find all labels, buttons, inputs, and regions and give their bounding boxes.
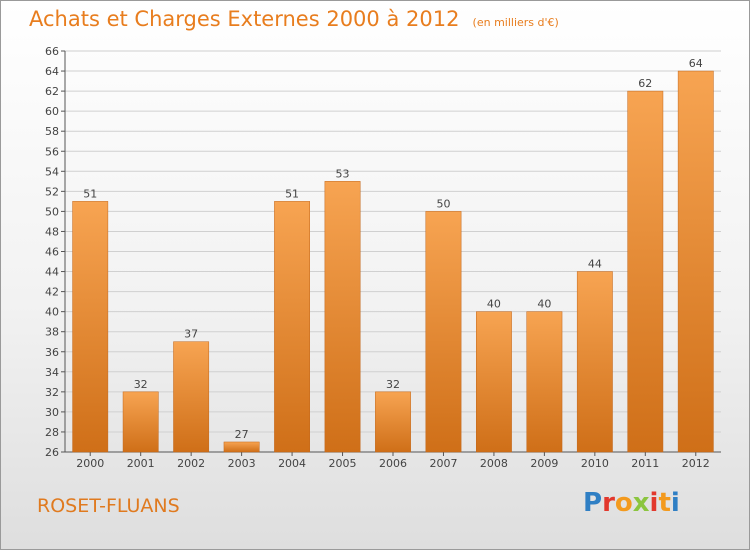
value-label-2004: 51 (285, 187, 299, 200)
labels: 26 28 30 32 34 36 38 40 42 44 46 48 50 52 54 56 58 60 62 64… (45, 45, 710, 470)
y-tick-label: 34 (45, 366, 59, 379)
y-tick-label: 28 (45, 426, 59, 439)
value-label-2003: 27 (235, 428, 249, 441)
value-label-2009: 40 (537, 298, 551, 311)
value-label-2006: 32 (386, 378, 400, 391)
bar-2005 (324, 181, 361, 453)
place-name: ROSET-FLUANS (37, 495, 180, 517)
y-tick-label: 66 (45, 45, 59, 58)
value-label-2007: 50 (436, 197, 450, 210)
bar-2010 (576, 271, 613, 453)
bar-2008 (476, 311, 512, 453)
x-tick-label-2011: 2011 (631, 457, 659, 470)
x-tick-label-2000: 2000 (76, 457, 104, 470)
value-label-2012: 64 (689, 57, 703, 70)
bar-2002 (173, 341, 210, 453)
y-tick-label: 40 (45, 306, 59, 319)
value-label-2001: 32 (134, 378, 148, 391)
value-label-2008: 40 (487, 298, 501, 311)
x-tick-label-2006: 2006 (379, 457, 407, 470)
chart-subtitle: (en milliers d'€) (472, 16, 559, 29)
bars (72, 70, 714, 453)
bar-2001 (122, 391, 159, 453)
y-tick-label: 26 (45, 446, 59, 459)
x-tick-label-2003: 2003 (228, 457, 256, 470)
x-tick-label-2004: 2004 (278, 457, 306, 470)
y-tick-label: 54 (45, 165, 59, 178)
chart-title: Achats et Charges Externes 2000 à 2012 (29, 7, 460, 31)
bar-2012 (677, 70, 714, 453)
y-tick-label: 36 (45, 346, 59, 359)
value-label-2005: 53 (336, 167, 350, 180)
proxiti-logo: Proxiti (583, 488, 680, 518)
bar-2007 (425, 211, 462, 453)
value-label-2010: 44 (588, 258, 602, 271)
value-label-2002: 37 (184, 328, 198, 341)
x-tick-label-2001: 2001 (127, 457, 155, 470)
x-tick-label-2008: 2008 (480, 457, 508, 470)
y-tick-label: 32 (45, 386, 59, 399)
x-tick-label-2002: 2002 (177, 457, 205, 470)
y-tick-label: 42 (45, 286, 59, 299)
y-tick-label: 64 (45, 65, 59, 78)
y-tick-label: 38 (45, 326, 59, 339)
bar-2011 (627, 90, 664, 453)
x-tick-label-2009: 2009 (530, 457, 558, 470)
y-tick-label: 58 (45, 125, 59, 138)
y-tick-label: 46 (45, 246, 59, 259)
bar-2009 (526, 311, 563, 453)
value-label-2011: 62 (638, 77, 652, 90)
value-label-2000: 51 (83, 187, 97, 200)
y-tick-label: 52 (45, 185, 59, 198)
y-tick-label: 60 (45, 105, 59, 118)
bar-2003 (223, 441, 260, 453)
x-tick-label-2012: 2012 (682, 457, 710, 470)
y-tick-label: 44 (45, 266, 59, 279)
chart-header: Achats et Charges Externes 2000 à 2012 (… (29, 7, 559, 31)
bar-2004 (274, 201, 310, 453)
x-tick-label-2005: 2005 (329, 457, 357, 470)
y-tick-label: 48 (45, 225, 59, 238)
bar-2000 (72, 201, 109, 453)
x-tick-label-2007: 2007 (429, 457, 457, 470)
y-tick-label: 56 (45, 145, 59, 158)
y-tick-label: 62 (45, 85, 59, 98)
y-tick-label: 30 (45, 406, 59, 419)
x-tick-label-2010: 2010 (581, 457, 609, 470)
bar-2006 (375, 391, 411, 453)
y-tick-label: 50 (45, 205, 59, 218)
